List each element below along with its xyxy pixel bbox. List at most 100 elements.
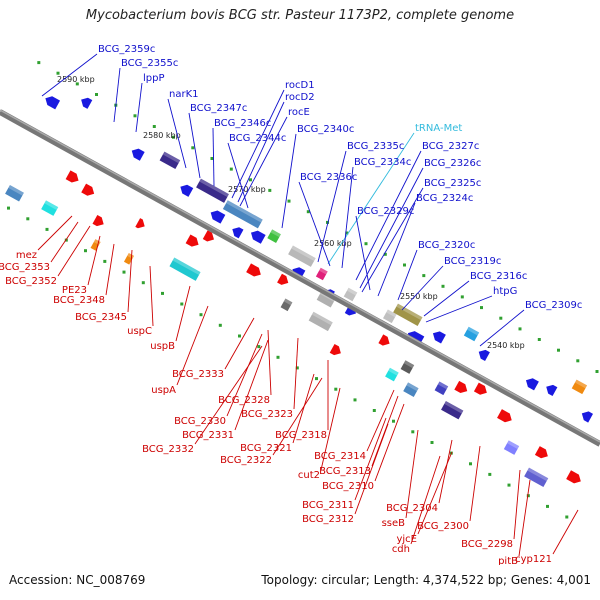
track-dot bbox=[276, 355, 280, 359]
gene-box-sheen bbox=[127, 252, 135, 259]
reverse-gene-label[interactable]: cut2 bbox=[298, 470, 320, 481]
leader-line bbox=[317, 150, 347, 263]
reverse-gene-label[interactable]: pitB bbox=[498, 556, 518, 565]
forward-gene-label[interactable]: BCG_2347c bbox=[190, 103, 247, 114]
leader-line bbox=[239, 116, 288, 207]
reverse-gene-label[interactable]: BCG_2310 bbox=[322, 481, 374, 492]
forward-gene-label[interactable]: lppP bbox=[143, 73, 165, 84]
reverse-gene-label[interactable]: BCG_2300 bbox=[417, 521, 469, 532]
reverse-gene-label[interactable]: BCG_2313 bbox=[319, 466, 371, 477]
gene-box bbox=[503, 440, 520, 455]
reverse-gene-label[interactable]: BCG_2328 bbox=[218, 395, 270, 406]
forward-gene-label[interactable]: BCG_2309c bbox=[525, 300, 582, 311]
forward-gene-label[interactable]: BCG_2335c bbox=[347, 141, 404, 152]
leader-line bbox=[87, 235, 101, 286]
track-dot bbox=[152, 125, 156, 128]
gene-box-sheen bbox=[8, 184, 24, 196]
gene-box bbox=[316, 291, 336, 308]
reverse-gene-label[interactable]: BCG_2312 bbox=[302, 514, 354, 525]
reverse-gene-label[interactable]: BCG_2348 bbox=[53, 295, 105, 306]
leader-line bbox=[366, 389, 395, 452]
reverse-gene-label[interactable]: BCG_2330 bbox=[174, 416, 226, 427]
reverse-gene-label[interactable]: BCG_2304 bbox=[386, 503, 438, 514]
reverse-gene-label[interactable]: BCG_2321 bbox=[240, 443, 292, 454]
reverse-gene-label[interactable]: BCG_2345 bbox=[75, 312, 127, 323]
reverse-gene-label[interactable]: BCG_2314 bbox=[314, 451, 366, 462]
forward-gene-label[interactable]: rocD2 bbox=[285, 92, 315, 103]
track-dot bbox=[537, 338, 541, 341]
gene-arrow bbox=[210, 210, 226, 224]
forward-gene-label[interactable]: BCG_2327c bbox=[422, 141, 479, 152]
gene-box bbox=[400, 360, 415, 374]
leader-line bbox=[105, 243, 115, 296]
leader-line bbox=[405, 429, 419, 519]
forward-gene-label[interactable]: BCG_2324c bbox=[416, 193, 473, 204]
reverse-gene-label[interactable]: sseB bbox=[382, 518, 406, 529]
reverse-gene-label[interactable]: BCG_2298 bbox=[461, 539, 513, 550]
forward-gene-label[interactable]: BCG_2326c bbox=[424, 158, 481, 169]
gene-box-sheen bbox=[172, 257, 201, 276]
reverse-gene-label[interactable]: BCG_2322 bbox=[220, 455, 272, 466]
forward-gene-label[interactable]: BCG_2320c bbox=[418, 240, 475, 251]
reverse-gene-label[interactable]: BCG_2311 bbox=[302, 500, 354, 511]
leader-line bbox=[513, 469, 521, 540]
forward-gene-label[interactable]: BCG_2334c bbox=[354, 157, 411, 168]
leader-line bbox=[167, 98, 187, 169]
track-dot bbox=[507, 483, 511, 487]
forward-gene-label[interactable]: narK1 bbox=[169, 89, 199, 100]
forward-gene-label[interactable]: BCG_2340c bbox=[297, 124, 354, 135]
gene-feature bbox=[250, 230, 266, 244]
forward-gene-label[interactable]: BCG_2359c bbox=[98, 44, 155, 55]
reverse-gene-label[interactable]: mez bbox=[16, 250, 37, 261]
forward-gene-label[interactable]: BCG_2316c bbox=[470, 271, 527, 282]
reverse-gene-label[interactable]: BCG_2332 bbox=[142, 444, 194, 455]
reverse-gene-label[interactable]: cdh bbox=[392, 544, 410, 555]
forward-gene-label[interactable]: BCG_2344c bbox=[229, 133, 286, 144]
leader-line bbox=[469, 445, 481, 522]
leader-line bbox=[354, 423, 389, 515]
reverse-gene-label[interactable]: BCG_2331 bbox=[182, 430, 234, 441]
reverse-gene-label[interactable]: BCG_2352 bbox=[5, 276, 57, 287]
reverse-gene-label[interactable]: BCG_2323 bbox=[241, 409, 293, 420]
gene-box-sheen bbox=[270, 229, 281, 238]
gene-feature bbox=[571, 379, 588, 395]
gene-feature bbox=[385, 367, 399, 382]
forward-gene-label[interactable]: tRNA-Met bbox=[415, 123, 462, 134]
forward-gene-label[interactable]: BCG_2336c bbox=[300, 172, 357, 183]
leader-line bbox=[355, 150, 422, 281]
reverse-gene-label[interactable]: yjcE bbox=[396, 534, 417, 545]
forward-gene-label[interactable]: BCG_2329c bbox=[357, 206, 414, 217]
leader-line bbox=[41, 53, 98, 97]
forward-gene-label[interactable]: BCG_2319c bbox=[444, 256, 501, 267]
track-dot bbox=[295, 366, 299, 370]
forward-gene-label[interactable]: htpG bbox=[493, 286, 517, 297]
leader-line bbox=[149, 265, 154, 327]
forward-gene-label[interactable]: BCG_2325c bbox=[424, 178, 481, 189]
track-dot bbox=[141, 281, 145, 285]
gene-box bbox=[159, 151, 181, 170]
gene-arrow bbox=[478, 349, 490, 361]
gene-box-sheen bbox=[162, 151, 181, 164]
gene-arrow bbox=[65, 170, 79, 183]
reverse-gene-label[interactable]: cyp121 bbox=[515, 554, 552, 565]
track-dot bbox=[133, 114, 137, 118]
forward-gene-label[interactable]: rocD1 bbox=[285, 80, 315, 91]
track-dot bbox=[180, 302, 184, 306]
forward-gene-label[interactable]: BCG_2355c bbox=[121, 58, 178, 69]
reverse-gene-label[interactable]: uspC bbox=[127, 326, 152, 337]
gene-feature bbox=[210, 210, 226, 224]
track-dot bbox=[518, 327, 522, 331]
reverse-gene-label[interactable]: BCG_2353 bbox=[0, 262, 50, 273]
reverse-gene-label[interactable]: PE23 bbox=[62, 285, 87, 296]
forward-gene-label[interactable]: BCG_2346c bbox=[214, 118, 271, 129]
reverse-gene-label[interactable]: BCG_2318 bbox=[275, 430, 327, 441]
reverse-gene-label[interactable]: uspA bbox=[151, 385, 176, 396]
leader-line bbox=[227, 142, 249, 209]
gene-box bbox=[280, 298, 293, 312]
reverse-gene-label[interactable]: uspB bbox=[150, 341, 175, 352]
forward-gene-label[interactable]: rocE bbox=[288, 107, 310, 118]
leader-line bbox=[341, 166, 354, 269]
gene-feature bbox=[524, 467, 549, 488]
leader-line bbox=[234, 339, 269, 431]
reverse-gene-label[interactable]: BCG_2333 bbox=[172, 369, 224, 380]
